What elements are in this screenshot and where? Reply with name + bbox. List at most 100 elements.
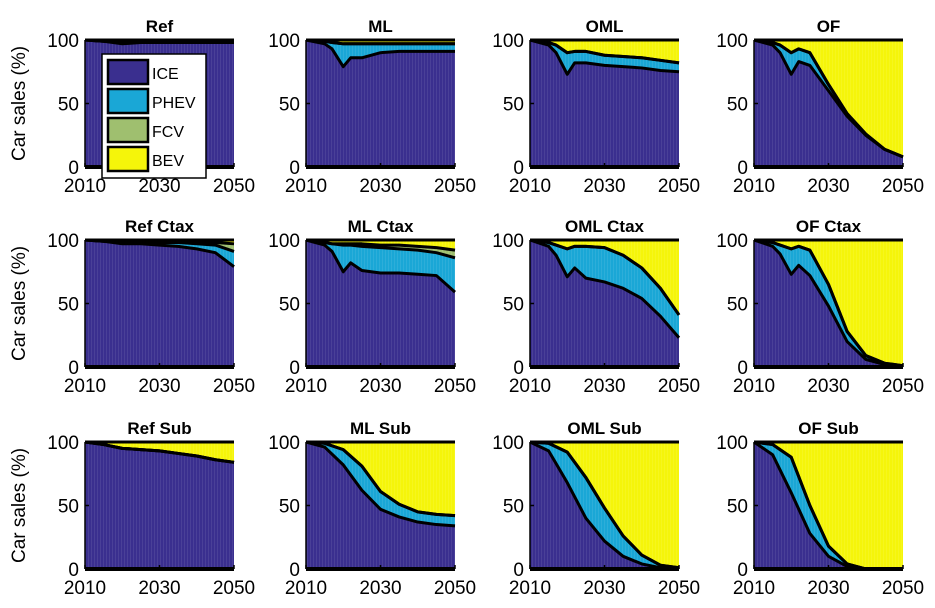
boundary-line-ice: [305, 38, 455, 69]
panel-title: Ref Sub: [127, 419, 191, 438]
y-tick-label: 100: [47, 433, 79, 454]
y-tick-label: 100: [716, 31, 748, 52]
legend-label-bev: BEV: [152, 153, 184, 170]
x-tick-label: 2030: [807, 578, 849, 599]
boundary-line-fcv: [305, 238, 456, 252]
area-texture: [530, 442, 679, 569]
panel-title: OML: [586, 17, 624, 36]
y-tick-label: 0: [737, 358, 748, 379]
x-tick-label: 2030: [138, 176, 180, 197]
panel-title: OF Ctax: [796, 217, 862, 236]
panel-ml: ML 0 50 100 2010 2030 2050: [268, 17, 476, 197]
y-tick-label: 0: [289, 560, 300, 581]
boundary-line-ice: [305, 440, 456, 528]
x-tick-label: 2030: [583, 578, 625, 599]
y-axis-label: Car sales (%): [9, 246, 30, 361]
x-tick-label: 2030: [583, 376, 625, 397]
panel-ref-sub: Ref Sub 0 50 100 2010 2030 2050 Car sales (%): [9, 419, 255, 599]
area-texture: [306, 40, 455, 167]
legend-swatch-ice: [106, 58, 150, 86]
y-tick-label: 100: [268, 231, 300, 252]
x-tick-label: 2050: [434, 578, 476, 599]
y-axis-label: Car sales (%): [9, 448, 30, 563]
y-tick-label: 0: [289, 158, 300, 179]
x-tick-label: 2050: [213, 176, 255, 197]
y-tick-label: 0: [68, 560, 79, 581]
boundary-line-ice: [529, 440, 680, 571]
legend: ICE PHEV FCV BEV: [101, 53, 207, 179]
panel-oml-ctax: OML Ctax 0 50 100 2010 2030 2050: [492, 217, 700, 397]
panel-of-ctax: OF Ctax 0 50 100 2010 2030 2050: [716, 217, 924, 397]
y-tick-label: 0: [68, 158, 79, 179]
boundary-line-fcv: [529, 38, 680, 65]
y-tick-label: 0: [68, 358, 79, 379]
area-texture: [530, 240, 679, 338]
boundary-line-ice: [529, 238, 681, 339]
panel-title: OML Sub: [567, 419, 641, 438]
boundary-line-ice: [753, 238, 904, 368]
y-tick-label: 0: [513, 158, 524, 179]
area-texture: [306, 442, 455, 569]
x-tick-label: 2010: [509, 376, 551, 397]
x-tick-label: 2030: [359, 578, 401, 599]
legend-label-fcv: FCV: [152, 124, 184, 141]
x-tick-label: 2050: [213, 578, 255, 599]
panel-ref-ctax: Ref Ctax 0 50 100 2010 2030 2050 Car sales (%): [9, 217, 255, 397]
boundary-line-fcv: [84, 238, 235, 246]
x-tick-label: 2050: [882, 176, 924, 197]
area-texture: [754, 442, 903, 569]
panel-ml-sub: ML Sub 0 50 100 2010 2030 2050: [268, 419, 476, 599]
legend-label-phev: PHEV: [152, 95, 196, 112]
area-texture: [306, 40, 455, 67]
y-tick-label: 50: [279, 295, 300, 316]
y-tick-label: 100: [716, 433, 748, 454]
panel-title: ML Ctax: [348, 217, 414, 236]
y-tick-label: 50: [279, 95, 300, 116]
y-tick-label: 50: [503, 295, 524, 316]
y-tick-label: 100: [492, 31, 524, 52]
boundary-line-ice: [305, 238, 456, 294]
boundary-line-fcv: [305, 440, 456, 518]
y-tick-label: 50: [279, 497, 300, 518]
y-tick-label: 50: [503, 95, 524, 116]
x-tick-label: 2050: [434, 376, 476, 397]
x-tick-label: 2030: [138, 376, 180, 397]
area-texture: [754, 442, 903, 569]
y-tick-label: 50: [58, 95, 79, 116]
x-tick-label: 2010: [733, 176, 775, 197]
y-tick-label: 50: [727, 95, 748, 116]
x-tick-label: 2050: [658, 578, 700, 599]
panel-title: ML: [368, 17, 393, 36]
area-texture: [85, 442, 234, 569]
panel-title: OF: [817, 17, 841, 36]
y-tick-label: 0: [737, 560, 748, 581]
area-texture: [754, 40, 903, 157]
area-texture: [85, 240, 234, 267]
panel-of-sub: OF Sub 0 50 100 2010 2030 2050: [716, 419, 924, 599]
panel-oml: OML 0 50 100 2010 2030 2050: [492, 17, 700, 197]
boundary-line-fcv: [305, 38, 455, 46]
x-tick-label: 2010: [64, 376, 106, 397]
panel-oml-sub: OML Sub 0 50 100 2010 2030 2050: [492, 419, 700, 599]
x-tick-label: 2050: [434, 176, 476, 197]
y-tick-label: 0: [289, 358, 300, 379]
y-tick-label: 50: [727, 497, 748, 518]
boundary-line-fcv: [529, 440, 680, 570]
x-tick-label: 2030: [138, 578, 180, 599]
y-tick-label: 0: [737, 158, 748, 179]
boundary-line-fcv: [529, 238, 681, 316]
x-tick-label: 2010: [64, 176, 106, 197]
area-texture: [530, 442, 679, 568]
x-tick-label: 2010: [285, 376, 327, 397]
panel-title: Ref: [146, 17, 174, 36]
panel-title: OF Sub: [798, 419, 858, 438]
y-tick-label: 100: [47, 31, 79, 52]
y-tick-label: 0: [513, 560, 524, 581]
area-texture: [85, 240, 234, 367]
x-tick-label: 2030: [807, 176, 849, 197]
area-texture: [754, 40, 903, 157]
x-tick-label: 2010: [64, 578, 106, 599]
y-tick-label: 100: [492, 231, 524, 252]
area-texture: [530, 240, 679, 315]
y-tick-label: 50: [58, 295, 79, 316]
